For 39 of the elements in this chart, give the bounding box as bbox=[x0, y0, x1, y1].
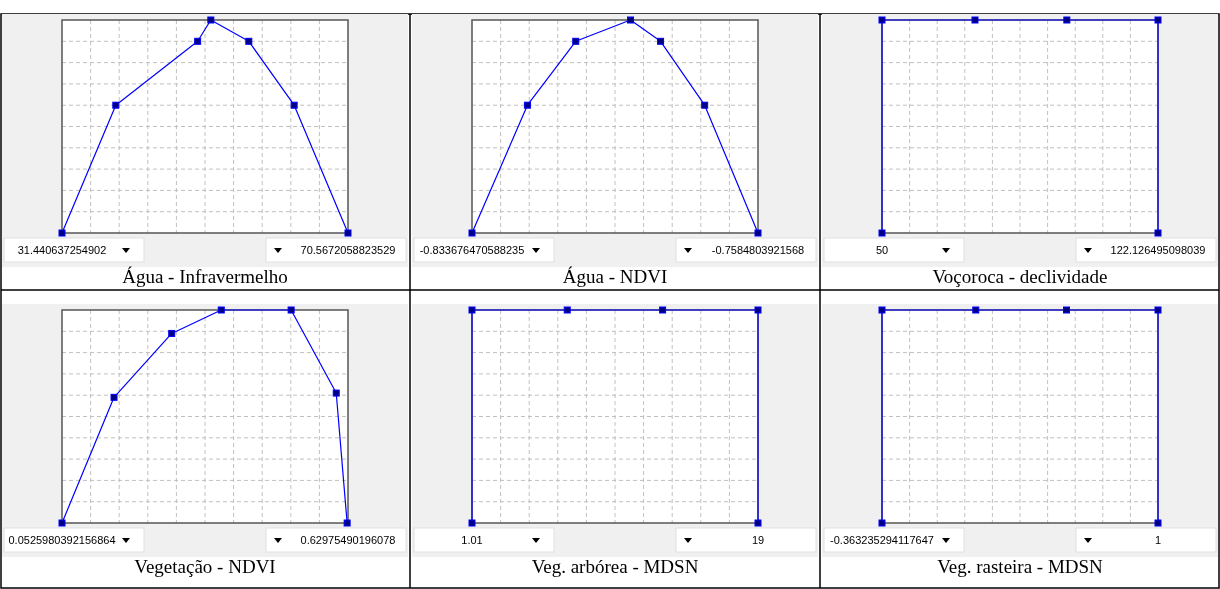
x-tick-label: -0.7584803921568 bbox=[711, 244, 805, 256]
x-tick-label: 19 bbox=[751, 534, 765, 546]
point bbox=[245, 37, 253, 45]
text: Veg. arbórea - MDSN bbox=[531, 556, 699, 577]
text: Voçoroca - declividade bbox=[932, 266, 1108, 287]
point bbox=[701, 101, 709, 109]
text: Água - NDVI bbox=[562, 266, 668, 287]
text: Vegetação - NDVI bbox=[134, 556, 276, 577]
x-tick-label: 31.440637254902 bbox=[17, 244, 107, 256]
x-tick-label: 122.126495098039 bbox=[1110, 244, 1206, 256]
point bbox=[572, 37, 580, 45]
x-tick-label: -0.833676470588235 bbox=[419, 244, 525, 256]
point bbox=[290, 101, 298, 109]
point bbox=[168, 329, 176, 337]
point bbox=[194, 37, 202, 45]
x-tick-label: 0.62975490196078 bbox=[300, 534, 396, 546]
point bbox=[58, 229, 66, 237]
x-tick-label: 1.01 bbox=[461, 534, 483, 546]
point bbox=[627, 16, 635, 24]
point bbox=[287, 306, 295, 314]
x-tick-label: 50 bbox=[875, 244, 889, 256]
text: Veg. rasteira - MDSN bbox=[937, 556, 1104, 577]
x-tick-label: 1 bbox=[1154, 534, 1162, 546]
point bbox=[468, 229, 476, 237]
point bbox=[217, 306, 225, 314]
x-tick-label: 70.5672058823529 bbox=[300, 244, 396, 256]
point bbox=[657, 37, 665, 45]
point bbox=[754, 229, 762, 237]
x-tick-label: -0.363235294117647 bbox=[830, 534, 934, 546]
point bbox=[343, 519, 351, 527]
point bbox=[110, 393, 118, 401]
point bbox=[58, 519, 66, 527]
point bbox=[332, 389, 340, 397]
point bbox=[523, 101, 531, 109]
point bbox=[207, 16, 215, 24]
point bbox=[344, 229, 352, 237]
text: Água - Infravermelho bbox=[122, 266, 288, 287]
x-tick-label: 0.0525980392156864 bbox=[8, 534, 116, 546]
point bbox=[112, 101, 120, 109]
